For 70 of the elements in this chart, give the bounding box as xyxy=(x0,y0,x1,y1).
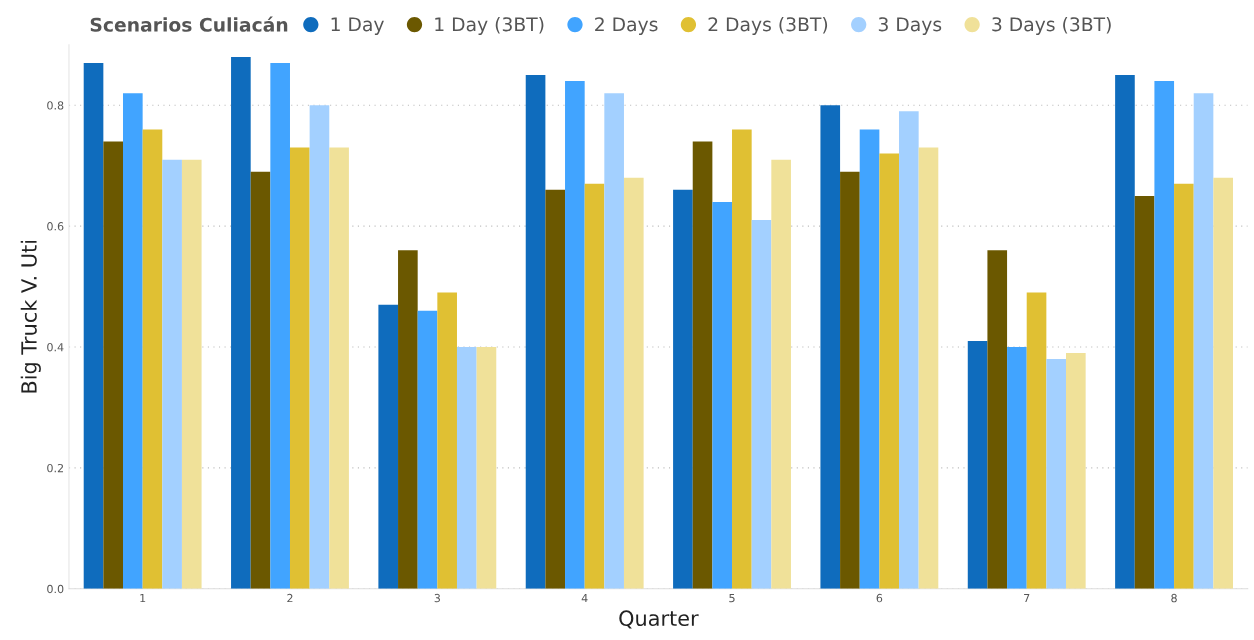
bar xyxy=(987,250,1008,589)
bar xyxy=(820,105,841,589)
legend-label: 2 Days (3BT) xyxy=(708,16,828,36)
bar xyxy=(771,159,791,589)
bar xyxy=(918,147,939,589)
bar xyxy=(289,147,310,589)
bar xyxy=(378,304,399,589)
legend-label: 3 Days xyxy=(878,17,942,36)
bar xyxy=(437,292,457,589)
bar xyxy=(417,310,438,589)
bar xyxy=(967,340,988,589)
x-tick-label: 4 xyxy=(581,594,588,603)
bar xyxy=(123,93,143,589)
y-axis-title: Big Truck V. Uti xyxy=(20,240,41,393)
bar xyxy=(1134,195,1155,589)
x-tick-label: 2 xyxy=(287,593,293,603)
legend-label: 1 Day xyxy=(331,17,384,36)
x-tick-label: 7 xyxy=(1024,594,1030,603)
y-tick-label: 0.2 xyxy=(47,463,63,473)
bar xyxy=(712,201,733,589)
y-tick-label: 0.8 xyxy=(47,101,64,110)
bar xyxy=(692,141,713,589)
bar xyxy=(181,159,202,589)
bar xyxy=(231,56,251,589)
bar xyxy=(899,111,919,589)
bar xyxy=(83,62,104,589)
bar xyxy=(1193,93,1214,589)
bar xyxy=(840,171,860,589)
x-tick-label: 8 xyxy=(1171,593,1177,603)
bar xyxy=(565,81,585,589)
bar xyxy=(584,183,605,589)
bar xyxy=(476,347,497,589)
legend-label: 3 Days (3BT) xyxy=(992,16,1111,36)
bar xyxy=(732,129,752,589)
y-tick-label: 0.0 xyxy=(47,584,64,594)
x-tick-label: 3 xyxy=(434,593,440,603)
bar xyxy=(1066,353,1086,589)
bar xyxy=(879,153,900,589)
bar xyxy=(1174,183,1194,589)
x-tick-label: 1 xyxy=(140,594,146,603)
legend-title: Scenarios Culiacán xyxy=(90,16,288,32)
bar xyxy=(525,75,546,589)
bar xyxy=(162,159,182,589)
bar xyxy=(103,141,123,589)
bar xyxy=(1115,75,1135,589)
bar xyxy=(1154,81,1175,589)
bar xyxy=(1026,292,1047,589)
bar xyxy=(1007,347,1027,589)
bar xyxy=(142,129,163,589)
bar xyxy=(456,347,477,589)
bar xyxy=(1213,177,1233,589)
x-tick-label: 6 xyxy=(876,593,883,603)
y-tick-label: 0.4 xyxy=(47,343,64,352)
bar xyxy=(604,93,624,589)
x-tick-label: 5 xyxy=(729,594,735,603)
bar xyxy=(859,129,880,589)
bar xyxy=(751,220,772,589)
bar xyxy=(250,171,271,589)
y-tick-label: 0.6 xyxy=(47,222,64,231)
bar xyxy=(1046,359,1066,589)
bar xyxy=(398,250,418,589)
bar xyxy=(270,62,290,589)
legend-label: 2 Days xyxy=(595,17,658,36)
bar xyxy=(623,177,644,589)
legend-label: 1 Day (3BT) xyxy=(435,16,544,36)
bar xyxy=(545,189,566,589)
bar xyxy=(673,189,693,589)
bar xyxy=(309,105,330,589)
x-axis-title: Quarter xyxy=(619,610,699,629)
bar xyxy=(329,147,349,589)
